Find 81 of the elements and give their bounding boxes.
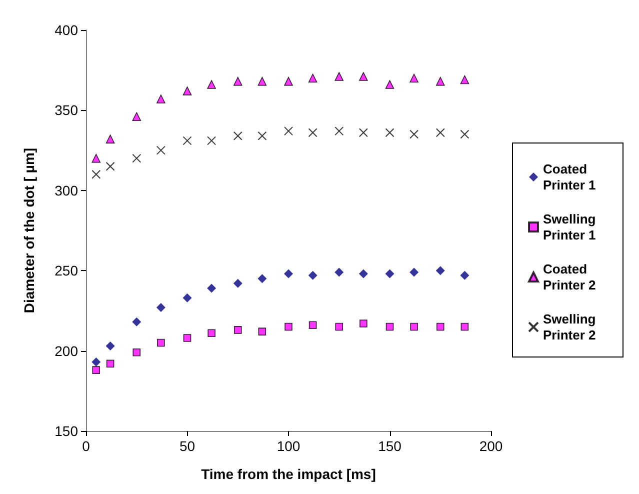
legend-label: Swelling Printer 2 [543,312,600,342]
point [284,322,292,331]
x-axis-title: Time from the impact [ms] [201,466,376,482]
point [92,366,100,374]
point [106,341,115,350]
point [157,338,165,347]
point [156,94,166,104]
point [436,128,445,138]
point [410,268,419,277]
point [258,328,266,336]
point [410,130,419,139]
y-axis-title: Diameter of the dot [ µm] [21,148,37,314]
point [308,128,318,138]
point [410,322,418,331]
point [335,322,344,331]
point [334,268,344,277]
point [334,72,344,81]
point [359,72,368,81]
legend-label: Coated Printer 2 [543,262,596,292]
x-tick-label: 200 [479,438,503,454]
point [436,266,445,276]
y-tick-label: 150 [54,423,78,439]
point [233,76,242,86]
point [460,130,470,139]
point [132,348,141,356]
y-tick-label: 400 [54,22,78,38]
point [385,128,394,138]
point [234,326,242,334]
point [386,322,394,331]
point [358,128,368,138]
y-tick-label: 300 [54,182,78,198]
point [233,131,242,140]
point [208,329,216,338]
point [182,293,192,302]
legend-label: Coated Printer 1 [543,162,596,192]
point [460,75,470,84]
point [106,162,115,171]
point [106,360,114,368]
point [183,334,192,342]
point [182,136,192,146]
point [156,302,166,312]
point [308,74,318,83]
point [436,322,444,331]
point [284,126,293,136]
point [132,154,142,163]
point [410,74,418,83]
point [132,112,142,122]
point [258,274,267,284]
y-tick-label: 350 [54,102,78,118]
point [308,321,317,330]
point [182,86,192,96]
point [360,320,368,328]
point [308,270,318,280]
y-tick-label: 200 [54,342,78,359]
x-tick-label: 0 [82,438,90,454]
point [92,358,101,367]
point [233,278,242,288]
point [258,76,267,86]
point [460,270,470,280]
point [92,170,101,179]
point [106,134,115,144]
point [334,126,344,136]
point [460,322,469,331]
y-tick-label: 250 [54,262,78,279]
point [436,76,445,86]
point [92,154,101,163]
point [132,317,142,326]
point [284,269,293,278]
point [385,269,394,278]
point [207,284,216,293]
legend-label: Swelling Printer 1 [543,212,600,242]
x-tick-label: 100 [276,438,300,454]
x-tick-label: 150 [378,438,402,454]
x-tick-label: 50 [179,438,196,454]
point [207,136,216,146]
point [358,269,368,278]
point [284,76,293,86]
point [156,146,166,155]
point [258,131,267,140]
point [207,80,216,89]
point [385,80,394,89]
